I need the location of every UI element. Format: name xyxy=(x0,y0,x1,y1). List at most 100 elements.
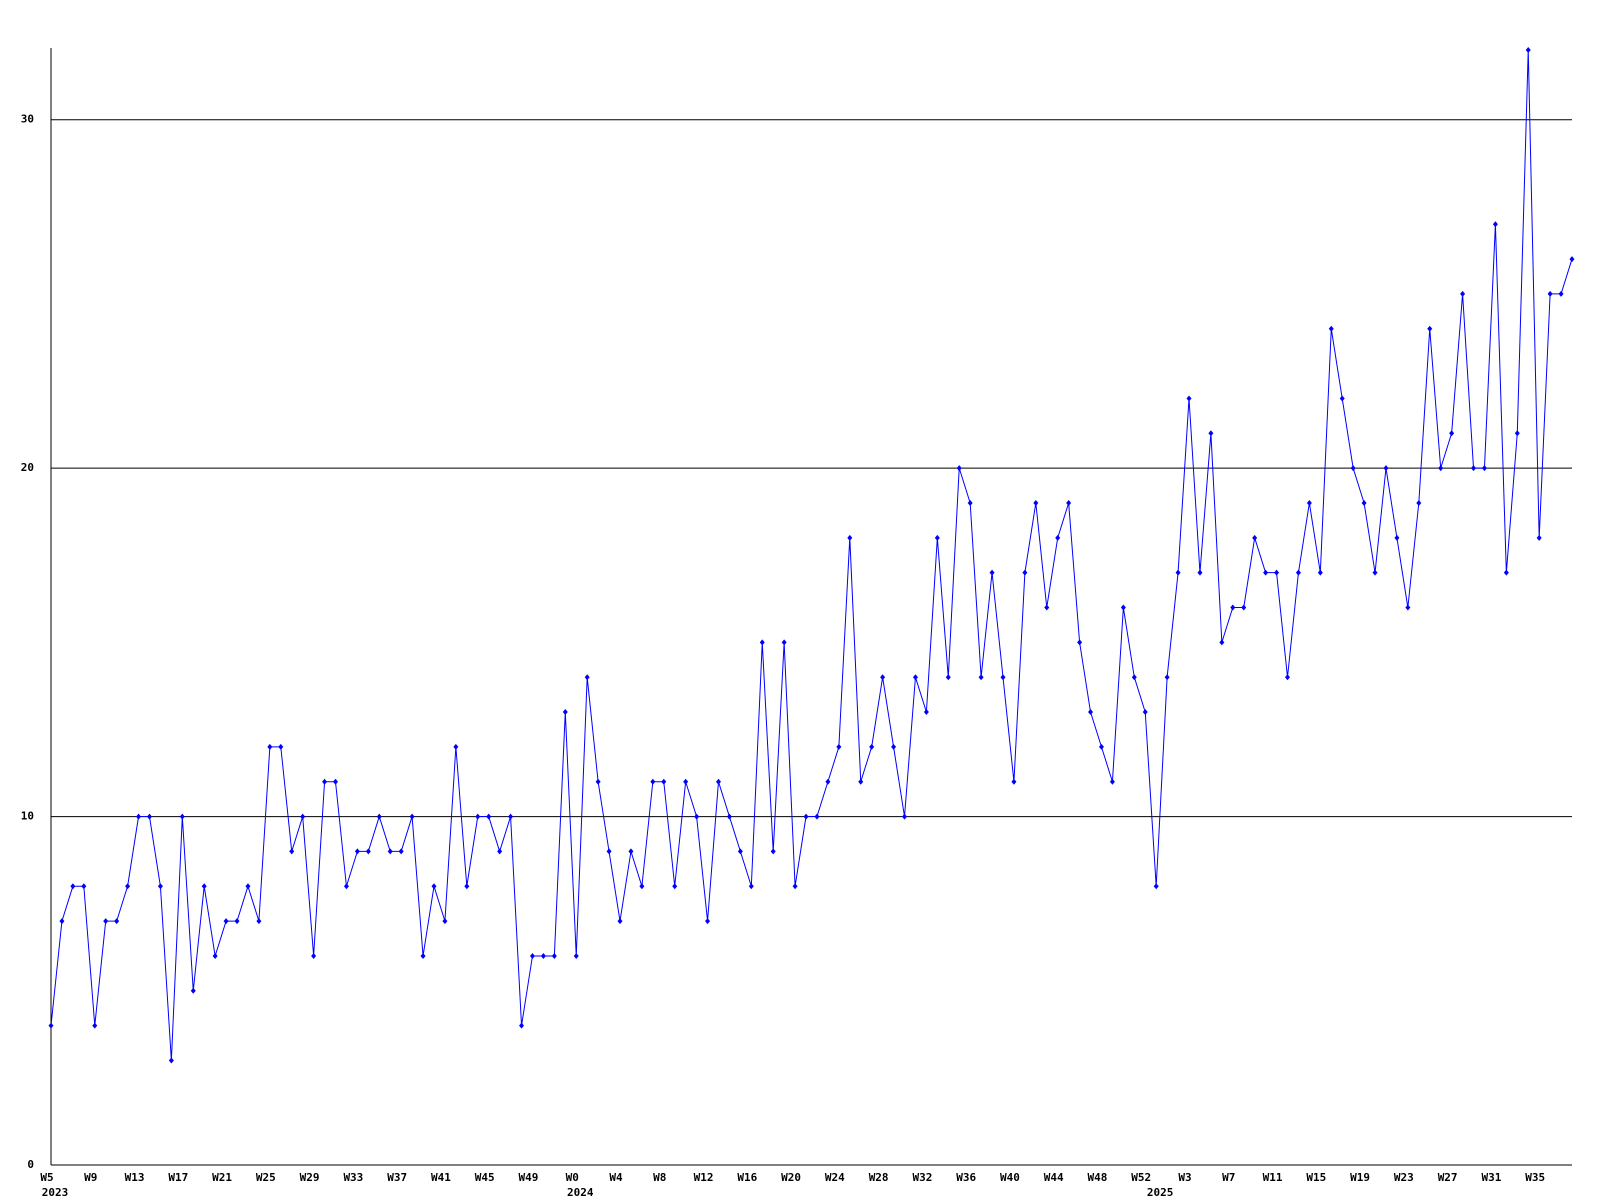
data-point xyxy=(1120,604,1126,611)
x-tick-label: W31 xyxy=(1481,1171,1501,1184)
data-point xyxy=(1153,883,1159,890)
data-point xyxy=(1471,465,1477,472)
data-point xyxy=(168,1057,174,1064)
data-point xyxy=(1372,569,1378,576)
data-point xyxy=(431,883,437,890)
data-point xyxy=(1241,604,1247,611)
data-point xyxy=(1284,674,1290,681)
x-tick-label: W21 xyxy=(212,1171,232,1184)
x-tick-label: W15 xyxy=(1306,1171,1326,1184)
data-point xyxy=(376,813,382,820)
data-point xyxy=(1394,534,1400,541)
data-point xyxy=(1109,778,1115,785)
data-point xyxy=(672,883,678,890)
x-tick-label: W0 xyxy=(566,1171,579,1184)
data-point xyxy=(223,918,229,925)
data-point xyxy=(912,674,918,681)
data-point xyxy=(245,883,251,890)
data-point xyxy=(267,743,273,750)
data-point xyxy=(759,639,765,646)
data-point xyxy=(748,883,754,890)
data-point xyxy=(1000,674,1006,681)
x-tick-label: W52 xyxy=(1131,1171,1151,1184)
x-tick-label: W8 xyxy=(653,1171,666,1184)
data-point xyxy=(256,918,262,925)
x-tick-label: W44 xyxy=(1044,1171,1064,1184)
data-point xyxy=(661,778,667,785)
data-point xyxy=(1066,499,1072,506)
data-point xyxy=(1088,709,1094,716)
data-point xyxy=(880,674,886,681)
data-point xyxy=(92,1022,98,1029)
data-point xyxy=(1186,395,1192,402)
data-point xyxy=(1427,325,1433,332)
x-tick-label: W7 xyxy=(1222,1171,1235,1184)
x-tick-label: W40 xyxy=(1000,1171,1020,1184)
data-point xyxy=(1361,499,1367,506)
data-point xyxy=(157,883,163,890)
data-point xyxy=(1197,569,1203,576)
data-point xyxy=(1339,395,1345,402)
data-point xyxy=(1492,221,1498,228)
data-point xyxy=(1219,639,1225,646)
data-point xyxy=(1033,499,1039,506)
data-point xyxy=(1405,604,1411,611)
data-point xyxy=(584,674,590,681)
data-point xyxy=(1077,639,1083,646)
x-tick-label: W13 xyxy=(125,1171,145,1184)
data-point xyxy=(136,813,142,820)
data-point xyxy=(1208,430,1214,437)
data-point xyxy=(1438,465,1444,472)
data-point xyxy=(365,848,371,855)
data-point xyxy=(945,674,951,681)
data-point xyxy=(956,465,962,472)
data-point xyxy=(1295,569,1301,576)
data-point xyxy=(529,952,535,959)
data-point xyxy=(617,918,623,925)
data-point xyxy=(1449,430,1455,437)
x-tick-label: W45 xyxy=(475,1171,495,1184)
data-point xyxy=(278,743,284,750)
data-point xyxy=(1547,290,1553,297)
x-tick-label: W24 xyxy=(825,1171,845,1184)
data-point xyxy=(1175,569,1181,576)
x-tick-label: W33 xyxy=(343,1171,363,1184)
data-point xyxy=(891,743,897,750)
x-tick-label: W11 xyxy=(1263,1171,1283,1184)
data-point xyxy=(650,778,656,785)
data-point xyxy=(792,883,798,890)
data-point xyxy=(639,883,645,890)
data-point xyxy=(1569,256,1575,263)
data-point xyxy=(1044,604,1050,611)
x-tick-label: W28 xyxy=(869,1171,889,1184)
data-point xyxy=(179,813,185,820)
data-point xyxy=(573,952,579,959)
x-tick-label: W17 xyxy=(168,1171,188,1184)
data-point xyxy=(770,848,776,855)
data-point xyxy=(1460,290,1466,297)
data-point xyxy=(1514,430,1520,437)
data-point xyxy=(1263,569,1269,576)
data-point xyxy=(1022,569,1028,576)
data-point xyxy=(1350,465,1356,472)
data-point xyxy=(1328,325,1334,332)
data-point xyxy=(606,848,612,855)
data-point xyxy=(48,1022,54,1029)
data-point xyxy=(902,813,908,820)
x-tick-label: W49 xyxy=(519,1171,539,1184)
data-point xyxy=(333,778,339,785)
data-point xyxy=(683,778,689,785)
data-line xyxy=(50,49,1573,1061)
data-point xyxy=(190,987,196,994)
data-point xyxy=(212,952,218,959)
data-point xyxy=(595,778,601,785)
x-tick-label: W4 xyxy=(609,1171,623,1184)
data-point xyxy=(847,534,853,541)
data-point xyxy=(387,848,393,855)
data-point xyxy=(1164,674,1170,681)
data-point xyxy=(409,813,415,820)
data-point xyxy=(781,639,787,646)
data-point xyxy=(551,952,557,959)
data-point xyxy=(453,743,459,750)
